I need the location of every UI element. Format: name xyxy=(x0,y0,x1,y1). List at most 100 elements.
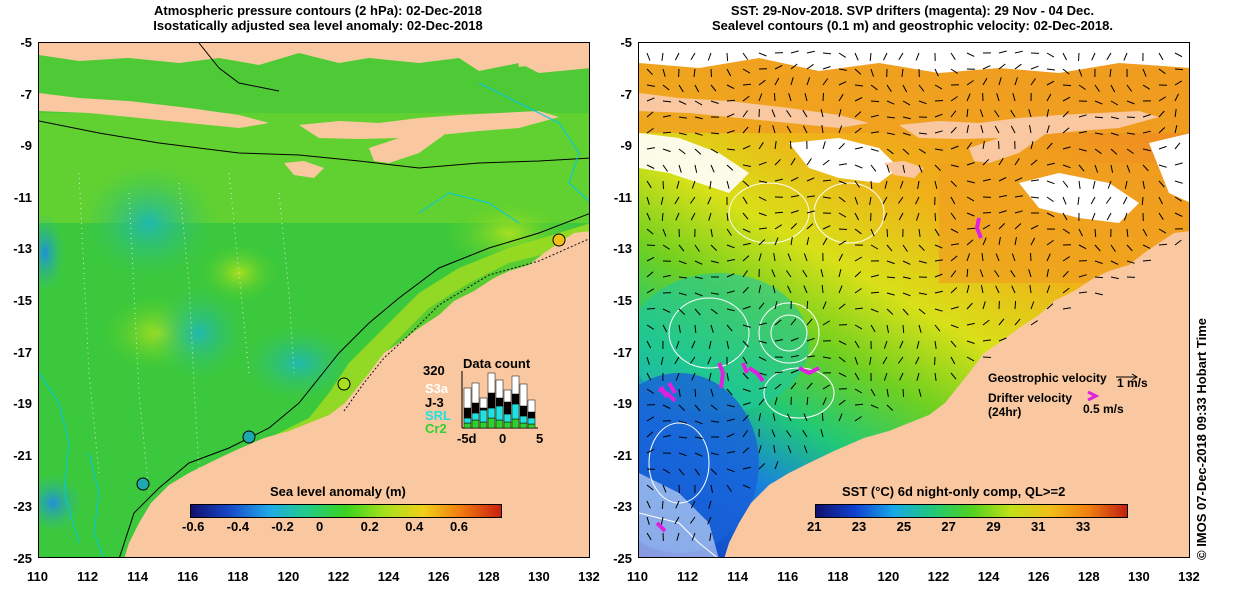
velocity-arrow xyxy=(918,148,926,154)
sst-colorbar xyxy=(815,504,1128,518)
velocity-arrow xyxy=(726,212,729,221)
velocity-arrow xyxy=(854,388,863,394)
lon-tick-label: 124 xyxy=(977,569,1000,584)
velocity-arrow xyxy=(918,84,925,92)
velocity-arrow xyxy=(674,516,680,525)
velocity-arrow xyxy=(646,288,655,294)
velocity-arrow xyxy=(742,340,749,348)
velocity-arrow xyxy=(1030,179,1039,182)
velocity-arrow xyxy=(870,131,879,134)
velocity-arrow xyxy=(1062,307,1071,310)
velocity-arrow xyxy=(897,356,904,364)
tide-gauge-marker[interactable] xyxy=(242,430,256,444)
velocity-arrow xyxy=(790,50,799,54)
velocity-arrow xyxy=(934,308,943,312)
velocity-arrow xyxy=(646,244,656,246)
velocity-arrow xyxy=(918,228,921,237)
velocity-arrow xyxy=(646,164,655,169)
histogram-bar xyxy=(479,397,488,409)
velocity-arrow xyxy=(854,372,860,381)
velocity-arrow xyxy=(966,108,969,118)
histogram-bar xyxy=(463,417,472,424)
velocity-arrow xyxy=(998,77,1002,86)
velocity-arrow xyxy=(758,239,766,246)
velocity-arrow xyxy=(934,228,940,237)
velocity-arrow xyxy=(838,109,842,118)
velocity-arrow xyxy=(884,180,888,189)
velocity-arrow xyxy=(758,52,767,57)
velocity-arrow xyxy=(710,244,718,251)
velocity-arrow xyxy=(742,164,751,167)
velocity-arrow xyxy=(790,77,794,86)
velocity-arrow xyxy=(710,468,718,475)
mission-srl: SRL xyxy=(425,408,451,423)
velocity-arrow xyxy=(822,225,831,230)
tide-gauge-marker[interactable] xyxy=(337,377,351,391)
lat-tick-label: -7 xyxy=(620,86,632,102)
velocity-arrow xyxy=(742,242,751,246)
histogram-bar xyxy=(487,392,496,409)
velocity-arrow xyxy=(646,212,651,221)
sst-map-canvas xyxy=(639,43,1189,557)
lon-tick-label: 122 xyxy=(327,569,350,584)
velocity-arrow xyxy=(902,116,911,120)
lat-tick-label: -13 xyxy=(613,241,632,257)
velocity-arrow xyxy=(1142,114,1151,118)
tide-gauge-marker[interactable] xyxy=(552,233,566,247)
velocity-arrow xyxy=(902,324,905,334)
velocity-arrow xyxy=(678,308,686,315)
velocity-arrow xyxy=(902,388,905,398)
velocity-arrow xyxy=(790,318,797,326)
velocity-arrow xyxy=(1126,260,1135,264)
velocity-arrow xyxy=(790,63,798,70)
velocity-arrow xyxy=(646,356,650,365)
velocity-arrow xyxy=(1094,132,1103,135)
velocity-arrow xyxy=(758,227,767,230)
velocity-arrow xyxy=(758,386,767,390)
velocity-arrow xyxy=(710,132,720,135)
velocity-arrow xyxy=(886,292,895,296)
velocity-arrow xyxy=(918,164,923,173)
velocity-arrow xyxy=(838,180,847,185)
velocity-arrow xyxy=(1030,141,1034,150)
velocity-arrow xyxy=(707,196,712,205)
data-count-xtick: -5d xyxy=(457,431,477,446)
velocity-arrow xyxy=(691,340,696,349)
velocity-arrow xyxy=(898,52,904,61)
velocity-arrow xyxy=(774,461,779,470)
velocity-arrow xyxy=(806,195,815,198)
velocity-arrow xyxy=(1158,196,1163,205)
velocity-arrow xyxy=(838,163,847,166)
velocity-arrow xyxy=(1110,244,1116,252)
velocity-arrow xyxy=(1174,109,1177,118)
velocity-arrow xyxy=(1107,180,1112,189)
histogram-bar xyxy=(519,405,528,417)
velocity-arrow xyxy=(838,125,843,134)
velocity-arrow xyxy=(870,244,879,250)
velocity-arrow xyxy=(694,388,697,398)
data-count-xtick: 0 xyxy=(499,431,507,446)
velocity-arrow xyxy=(646,68,653,76)
velocity-arrow xyxy=(950,212,957,220)
lat-tick-label: -15 xyxy=(13,293,32,308)
velocity-arrow xyxy=(1046,93,1052,102)
drifter-track xyxy=(717,362,726,389)
velocity-arrow xyxy=(758,302,765,310)
lon-tick-label: 120 xyxy=(277,569,300,584)
velocity-arrow xyxy=(1126,164,1131,173)
velocity-arrow xyxy=(694,452,703,457)
velocity-arrow xyxy=(902,260,911,265)
histogram-bar xyxy=(511,418,520,429)
tide-gauge-marker[interactable] xyxy=(136,477,150,491)
velocity-arrow xyxy=(1030,320,1038,326)
velocity-arrow xyxy=(1046,239,1054,246)
velocity-arrow xyxy=(789,140,792,150)
velocity-arrow xyxy=(1109,68,1112,77)
velocity-arrow xyxy=(870,324,876,333)
velocity-arrow xyxy=(806,210,815,214)
velocity-arrow xyxy=(838,142,845,150)
velocity-arrow xyxy=(806,63,814,70)
velocity-arrow xyxy=(742,145,751,150)
velocity-arrow xyxy=(674,52,680,61)
velocity-arrow xyxy=(902,308,909,316)
